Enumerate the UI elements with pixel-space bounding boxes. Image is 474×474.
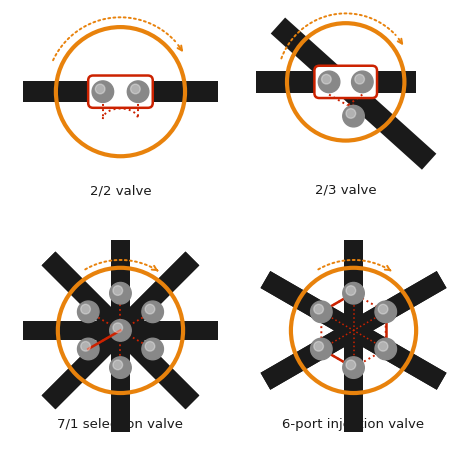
Circle shape — [109, 319, 131, 341]
Circle shape — [78, 301, 99, 323]
Circle shape — [113, 286, 123, 295]
FancyBboxPatch shape — [314, 66, 377, 98]
Circle shape — [343, 105, 365, 127]
Circle shape — [81, 341, 91, 351]
Circle shape — [113, 323, 123, 333]
Circle shape — [346, 109, 356, 118]
Text: 2/3 valve: 2/3 valve — [315, 183, 376, 196]
Circle shape — [352, 71, 373, 92]
Polygon shape — [261, 271, 447, 390]
Circle shape — [145, 304, 155, 314]
FancyBboxPatch shape — [88, 75, 153, 108]
Bar — [23, 81, 219, 102]
Circle shape — [375, 301, 396, 323]
Circle shape — [343, 283, 365, 304]
Circle shape — [321, 74, 331, 84]
Circle shape — [145, 341, 155, 351]
Circle shape — [375, 338, 396, 360]
Circle shape — [378, 304, 388, 314]
Circle shape — [346, 360, 356, 370]
Text: 2/2 valve: 2/2 valve — [90, 185, 151, 198]
Polygon shape — [344, 228, 363, 432]
Polygon shape — [42, 252, 200, 409]
Polygon shape — [261, 271, 447, 390]
Circle shape — [319, 71, 340, 92]
Polygon shape — [261, 271, 447, 390]
Circle shape — [130, 84, 140, 94]
Polygon shape — [42, 252, 200, 409]
Polygon shape — [111, 228, 130, 432]
Circle shape — [314, 341, 323, 351]
Polygon shape — [261, 271, 447, 390]
Circle shape — [113, 360, 123, 370]
Circle shape — [81, 304, 91, 314]
Polygon shape — [111, 228, 130, 432]
Circle shape — [314, 304, 323, 314]
Circle shape — [109, 283, 131, 304]
Polygon shape — [18, 320, 222, 340]
Circle shape — [343, 357, 365, 378]
Circle shape — [142, 301, 164, 323]
Circle shape — [310, 338, 332, 360]
Text: 7/1 selection valve: 7/1 selection valve — [57, 418, 183, 431]
Bar — [255, 71, 416, 92]
Polygon shape — [42, 252, 200, 409]
Circle shape — [355, 74, 365, 84]
Circle shape — [310, 301, 332, 323]
Circle shape — [346, 286, 356, 295]
Polygon shape — [42, 252, 200, 409]
Circle shape — [128, 81, 149, 102]
Circle shape — [142, 338, 164, 360]
Circle shape — [92, 81, 114, 102]
Polygon shape — [344, 228, 363, 432]
Polygon shape — [271, 18, 437, 170]
Circle shape — [378, 341, 388, 351]
Circle shape — [95, 84, 105, 94]
Circle shape — [78, 338, 99, 360]
Text: 6-port injection valve: 6-port injection valve — [283, 418, 425, 431]
Polygon shape — [18, 320, 222, 340]
Circle shape — [109, 357, 131, 378]
